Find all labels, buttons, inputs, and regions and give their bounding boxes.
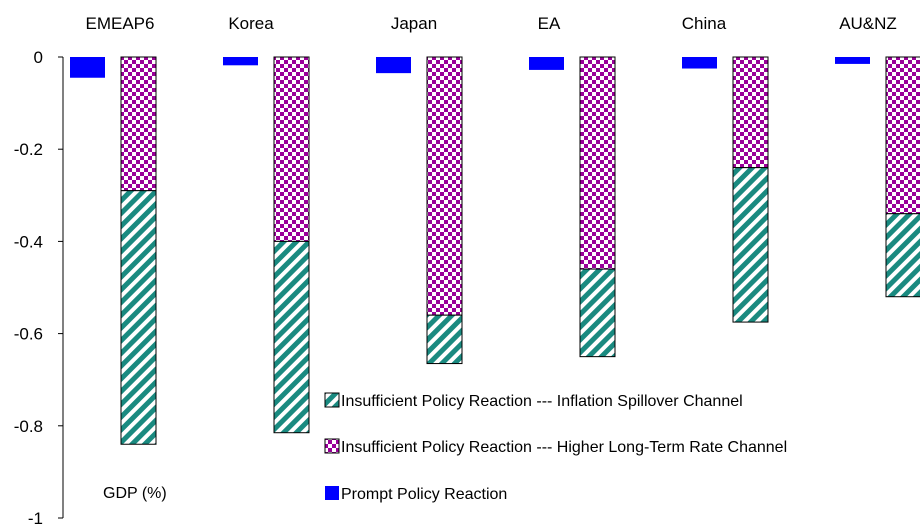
gdp-annotation: GDP (%)	[103, 485, 167, 502]
y-tick-label: -0.4	[14, 232, 43, 251]
y-tick-label: -0.2	[14, 140, 43, 159]
bar	[120, 190, 157, 445]
legend: Insufficient Policy Reaction --- Inflati…	[324, 392, 787, 503]
bars	[70, 56, 920, 445]
bar	[376, 57, 411, 74]
bar	[732, 167, 769, 323]
bar	[426, 56, 463, 316]
y-tick-label: 0	[34, 48, 43, 67]
legend-item-label: Insufficient Policy Reaction --- Higher …	[341, 439, 787, 456]
bar	[835, 57, 870, 64]
y-axis: 0 -0.2 -0.4 -0.6 -0.8 -1	[14, 48, 64, 528]
legend-item-label: Prompt Policy Reaction	[341, 486, 507, 503]
legend-swatch	[324, 438, 340, 454]
y-tick-label: -0.8	[14, 417, 43, 436]
bar	[120, 56, 157, 192]
category-label: EMEAP6	[86, 14, 155, 33]
bar	[273, 56, 310, 242]
bar	[885, 213, 920, 298]
category-label: EA	[538, 14, 561, 33]
category-labels: EMEAP6 Korea Japan EA China AU&NZ	[86, 14, 897, 33]
bar	[885, 56, 920, 215]
category-label: Korea	[228, 14, 274, 33]
bar	[70, 57, 105, 78]
y-tick-label: -0.6	[14, 325, 43, 344]
bar	[426, 314, 463, 365]
bar	[223, 57, 258, 66]
category-label: China	[682, 14, 727, 33]
category-label: Japan	[391, 14, 437, 33]
bar	[579, 268, 616, 358]
legend-swatch	[324, 392, 340, 408]
y-tick-label: -1	[28, 509, 43, 528]
bar	[732, 56, 769, 169]
legend-item-label: Insufficient Policy Reaction --- Inflati…	[341, 393, 743, 410]
category-label: AU&NZ	[839, 14, 897, 33]
legend-swatch	[325, 486, 339, 500]
bar	[579, 56, 616, 270]
bar	[682, 57, 717, 69]
bar	[273, 240, 310, 434]
bar	[529, 57, 564, 70]
